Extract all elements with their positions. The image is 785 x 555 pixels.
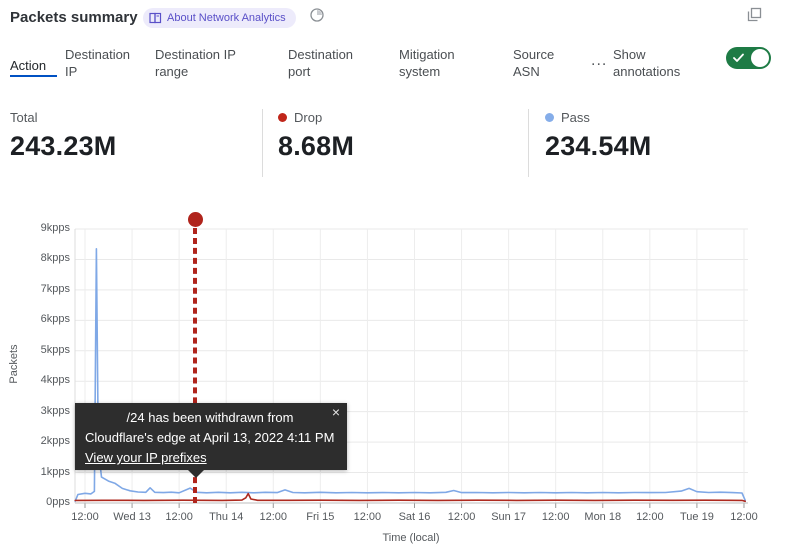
check-icon <box>733 53 744 62</box>
stat-total-value: 243.23M <box>10 131 117 161</box>
x-tick-label: 12:00 <box>541 511 570 523</box>
view-ip-prefixes-link[interactable]: View your IP prefixes <box>85 450 207 465</box>
stat-drop-value: 8.68M <box>278 131 355 161</box>
x-tick-label: Tue 19 <box>679 511 714 523</box>
y-tick-label: 9kpps <box>40 222 70 234</box>
annotation-tooltip: × /24 has been withdrawn from Cloudflare… <box>75 403 347 478</box>
y-tick-label: 6kpps <box>40 313 70 326</box>
x-tick-label: 12:00 <box>447 511 476 523</box>
x-tick-label: Thu 14 <box>209 511 244 523</box>
tooltip-message-line1: /24 has been withdrawn from <box>126 410 294 425</box>
x-tick-label: 12:00 <box>730 511 758 523</box>
active-tab-underline <box>10 75 57 77</box>
y-tick-label: 0pps <box>46 496 70 508</box>
tooltip-caret <box>187 469 205 478</box>
about-network-analytics-badge[interactable]: About Network Analytics <box>143 8 296 28</box>
tooltip-message-line2: Cloudflare's edge at April 13, 2022 4:11… <box>85 430 335 445</box>
tab-mitigation-system[interactable]: Mitigation system <box>399 47 455 79</box>
tab-destination-ip[interactable]: Destination IP <box>65 47 131 79</box>
about-badge-label: About Network Analytics <box>167 12 286 24</box>
x-tick-label: Mon 18 <box>584 511 622 523</box>
y-tick-label: 7kpps <box>40 282 70 295</box>
x-tick-label: 12:00 <box>636 511 664 523</box>
tab-action[interactable]: Action <box>10 58 47 73</box>
x-tick-label: 12:00 <box>71 511 99 523</box>
y-tick-label: 4kpps <box>40 374 70 387</box>
restore-window-icon[interactable] <box>747 7 762 22</box>
y-tick-label: 8kpps <box>40 252 70 265</box>
x-axis-title: Time (local) <box>382 532 440 544</box>
stat-total-label: Total <box>10 110 38 125</box>
book-icon <box>149 12 162 24</box>
page-title: Packets summary <box>10 9 138 26</box>
packets-chart: Packets Time (local) 0pps 1kpps 2kpps 3kpps… <box>0 210 785 555</box>
pass-series-line <box>74 248 746 502</box>
tooltip-close-icon[interactable]: × <box>331 404 340 420</box>
tab-source-asn[interactable]: Source ASN <box>513 47 555 79</box>
annotation-dashed-line <box>193 228 198 503</box>
x-tick-label: Sat 16 <box>398 511 431 523</box>
toggle-knob <box>751 49 769 67</box>
more-tabs-button[interactable]: ... <box>591 52 608 69</box>
tab-destination-port[interactable]: Destination port <box>288 47 354 79</box>
tab-destination-ip-range[interactable]: Destination IP range <box>155 47 236 79</box>
x-tick-label: 12:00 <box>165 511 193 523</box>
stat-divider <box>528 109 529 177</box>
stat-pass-value: 234.54M <box>545 131 652 161</box>
show-annotations-label: Show annotations <box>613 47 681 79</box>
x-tick-label: 12:00 <box>353 511 382 523</box>
x-tick-label: Sun 17 <box>491 511 527 523</box>
annotation-marker-dot[interactable] <box>188 212 204 227</box>
y-tick-label: 1kpps <box>40 465 70 478</box>
x-tick-label: 12:00 <box>259 511 288 523</box>
drop-legend-dot <box>278 113 287 122</box>
stat-drop: Drop 8.68M <box>278 110 354 162</box>
stat-drop-label: Drop <box>294 110 323 125</box>
chart-plot-area[interactable] <box>0 210 785 555</box>
drop-series-line <box>74 492 746 503</box>
x-tick-label: Wed 13 <box>113 511 151 523</box>
pass-legend-dot <box>545 113 554 122</box>
show-annotations-toggle[interactable] <box>726 47 771 69</box>
y-tick-label: 5kpps <box>40 343 70 356</box>
y-tick-label: 2kpps <box>40 435 70 448</box>
stat-pass: Pass 234.54M <box>545 110 651 162</box>
x-tick-label: Fri 15 <box>306 511 335 523</box>
clock-icon[interactable] <box>309 7 325 23</box>
stat-total: Total 243.23M <box>10 110 116 162</box>
stat-divider <box>262 109 263 177</box>
y-tick-label: 3kpps <box>40 404 70 417</box>
stat-pass-label: Pass <box>561 110 590 125</box>
